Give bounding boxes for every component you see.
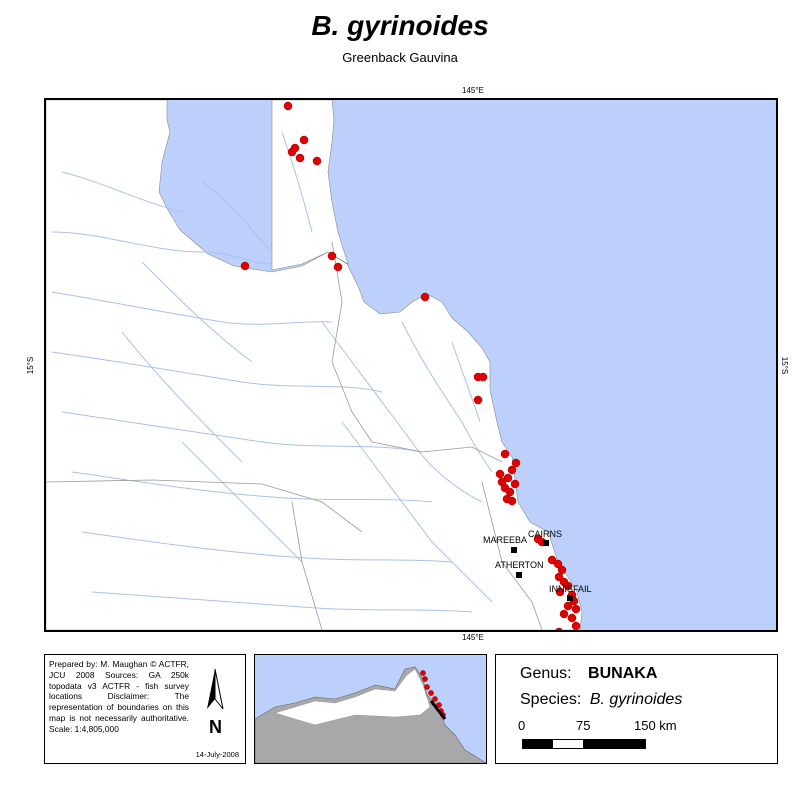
inset-map[interactable]: [254, 654, 487, 764]
info-text: Prepared by: M. Maughan © ACTFR, JCU 200…: [49, 659, 189, 734]
map-subtitle: Greenback Gauvina: [342, 50, 458, 65]
cape-york-tip: [271, 100, 349, 271]
scale-bar: [522, 739, 646, 749]
inset-map-canvas: [255, 666, 486, 763]
scale-tick-0: 0: [518, 718, 526, 733]
town-label-cairns: CAIRNS: [528, 529, 562, 539]
land-mass: [46, 100, 583, 630]
lat-label-right: 15°S: [780, 356, 790, 375]
town-marker-innisfail: [567, 595, 573, 601]
north-arrow-icon: N: [207, 668, 224, 737]
town-marker-cairns: [543, 540, 549, 546]
map-title: B. gyrinoides: [311, 10, 489, 41]
info-box: Prepared by: M. Maughan © ACTFR, JCU 200…: [44, 654, 246, 764]
main-map[interactable]: CAIRNS MAREEBA ATHERTON INNISFAIL: [44, 98, 778, 632]
town-marker-mareeba: [511, 547, 517, 553]
rivers: [51, 131, 493, 613]
lon-label-bottom: 145°E: [462, 633, 484, 642]
boundaries: [46, 241, 543, 630]
legend-box: Genus: BUNAKA Species: B. gyrinoides 0 7…: [495, 654, 778, 764]
town-marker-atherton: [516, 572, 522, 578]
lat-label-left: 15°S: [26, 356, 36, 375]
lon-label-top: 145°E: [462, 86, 484, 95]
species-label: Species:: [520, 691, 582, 708]
genus-value: BUNAKA: [588, 665, 658, 682]
town-label-mareeba: MAREEBA: [483, 535, 527, 545]
town-label-atherton: ATHERTON: [495, 560, 544, 570]
inland-water: [170, 153, 191, 205]
svg-text:N: N: [209, 717, 222, 737]
genus-label: Genus:: [520, 665, 572, 682]
scale-tick-75: 75: [576, 718, 591, 733]
towns: CAIRNS MAREEBA ATHERTON INNISFAIL: [483, 529, 592, 601]
scale-tick-150: 150 km: [634, 718, 677, 733]
survey-records: [240, 101, 581, 630]
prepared-date: 14-July-2008: [195, 750, 239, 759]
species-value: B. gyrinoides: [589, 691, 683, 708]
map-canvas: CAIRNS MAREEBA ATHERTON INNISFAIL: [46, 100, 776, 630]
town-label-innisfail: INNISFAIL: [549, 584, 592, 594]
